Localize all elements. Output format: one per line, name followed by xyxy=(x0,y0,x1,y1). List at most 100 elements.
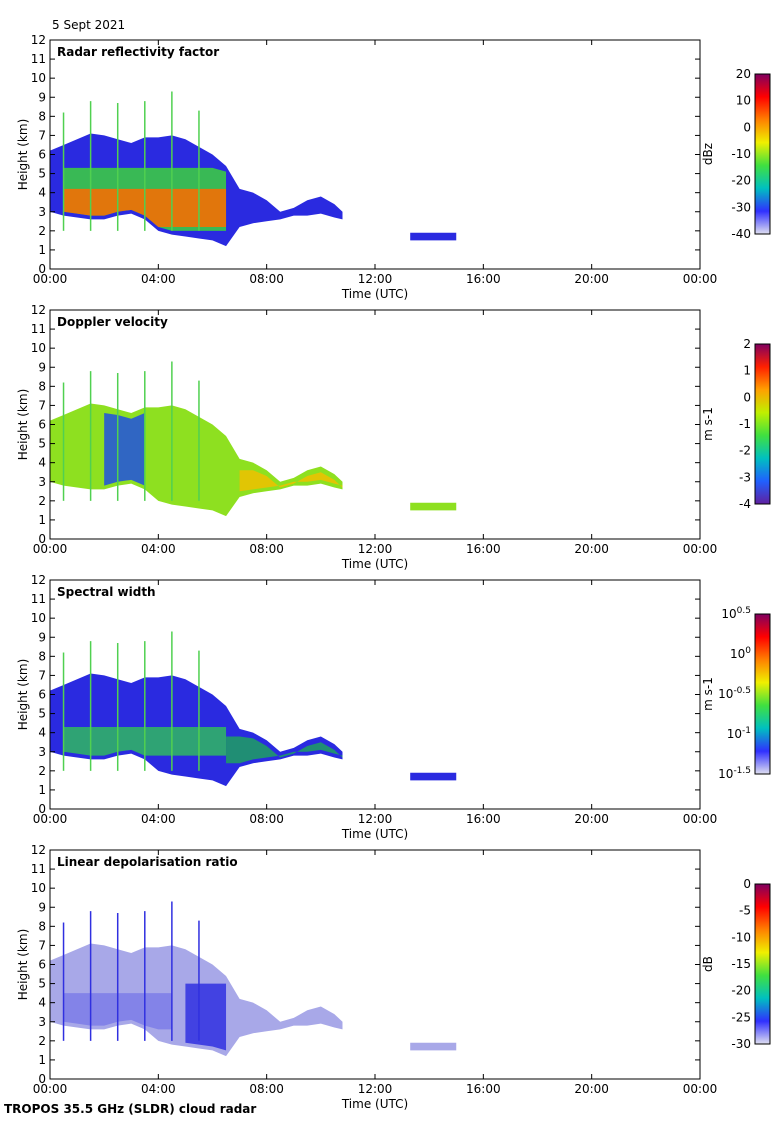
y-tick-label: 2 xyxy=(38,1034,46,1048)
colorbar-tick-label: -20 xyxy=(731,984,751,998)
low-cloud-echo xyxy=(410,232,457,241)
y-tick-label: 12 xyxy=(31,33,46,47)
x-tick-label: 00:00 xyxy=(683,812,718,826)
x-tick-label: 00:00 xyxy=(683,272,718,286)
y-tick-label: 10 xyxy=(31,71,46,85)
x-tick-label: 08:00 xyxy=(249,542,284,556)
y-tick-label: 11 xyxy=(31,52,46,66)
y-tick-label: 1 xyxy=(38,243,46,257)
colorbar-tick-label: 10-1.5 xyxy=(718,766,751,781)
y-tick-label: 1 xyxy=(38,783,46,797)
y-tick-label: 0 xyxy=(38,802,46,816)
x-tick-label: 16:00 xyxy=(466,542,501,556)
y-tick-label: 7 xyxy=(38,128,46,142)
y-tick-label: 4 xyxy=(38,726,46,740)
y-tick-label: 12 xyxy=(31,573,46,587)
y-axis-label: Height (km) xyxy=(16,389,30,460)
y-tick-label: 9 xyxy=(38,900,46,914)
colorbar xyxy=(754,613,771,775)
x-tick-label: 00:00 xyxy=(33,812,68,826)
x-axis-label: Time (UTC) xyxy=(341,557,408,571)
panel-title: Linear depolarisation ratio xyxy=(57,855,238,869)
y-axis-label: Height (km) xyxy=(16,659,30,730)
x-tick-label: 20:00 xyxy=(574,542,609,556)
x-tick-label: 20:00 xyxy=(574,272,609,286)
y-tick-label: 0 xyxy=(38,532,46,546)
x-tick-label: 08:00 xyxy=(249,812,284,826)
y-tick-label: 7 xyxy=(38,398,46,412)
colorbar-tick-label: 0 xyxy=(743,390,751,404)
x-tick-label: 20:00 xyxy=(574,1082,609,1096)
colorbar-tick-label: -15 xyxy=(731,957,751,971)
colorbar xyxy=(754,883,771,1045)
echo-core xyxy=(185,983,227,1051)
y-tick-label: 2 xyxy=(38,494,46,508)
y-tick-label: 8 xyxy=(38,109,46,123)
colorbar-tick-label: -20 xyxy=(731,174,751,188)
x-tick-label: 04:00 xyxy=(141,542,176,556)
colorbar-tick-label: -10 xyxy=(731,930,751,944)
x-axis-label: Time (UTC) xyxy=(341,827,408,841)
y-tick-label: 2 xyxy=(38,764,46,778)
x-tick-label: 12:00 xyxy=(358,272,393,286)
panel-title: Spectral width xyxy=(57,585,156,599)
echo-band xyxy=(239,470,343,492)
y-tick-label: 2 xyxy=(38,224,46,238)
x-tick-label: 04:00 xyxy=(141,272,176,286)
x-tick-label: 16:00 xyxy=(466,1082,501,1096)
y-tick-label: 4 xyxy=(38,186,46,200)
colorbar-tick-label: -5 xyxy=(739,904,751,918)
y-tick-label: 8 xyxy=(38,649,46,663)
x-tick-label: 12:00 xyxy=(358,542,393,556)
colorbar-tick-label: -10 xyxy=(731,147,751,161)
colorbar-tick-label: -3 xyxy=(739,470,751,484)
colorbar-label: dB xyxy=(701,956,715,972)
y-tick-label: 9 xyxy=(38,90,46,104)
y-tick-label: 9 xyxy=(38,360,46,374)
x-tick-label: 00:00 xyxy=(683,1082,718,1096)
y-tick-label: 12 xyxy=(31,303,46,317)
y-tick-label: 7 xyxy=(38,938,46,952)
echo-core xyxy=(226,736,343,764)
y-tick-label: 10 xyxy=(31,611,46,625)
x-axis-label: Time (UTC) xyxy=(341,287,408,301)
y-tick-label: 3 xyxy=(38,475,46,489)
echo-core xyxy=(104,413,145,486)
y-tick-label: 0 xyxy=(38,1072,46,1086)
y-tick-label: 8 xyxy=(38,919,46,933)
x-tick-label: 04:00 xyxy=(141,812,176,826)
y-tick-label: 6 xyxy=(38,688,46,702)
y-tick-label: 5 xyxy=(38,437,46,451)
colorbar-label: m s-1 xyxy=(701,677,715,711)
panel-title: Doppler velocity xyxy=(57,315,168,329)
y-tick-label: 8 xyxy=(38,379,46,393)
y-tick-label: 1 xyxy=(38,1053,46,1067)
colorbar-tick-label: -30 xyxy=(731,1037,751,1051)
footer-label: TROPOS 35.5 GHz (SLDR) cloud radar xyxy=(4,1102,257,1116)
x-tick-label: 16:00 xyxy=(466,272,501,286)
colorbar-tick-label: 1 xyxy=(743,364,751,378)
y-tick-label: 3 xyxy=(38,205,46,219)
y-tick-label: 11 xyxy=(31,862,46,876)
colorbar-label: dBz xyxy=(701,143,715,165)
y-tick-label: 11 xyxy=(31,322,46,336)
y-tick-label: 10 xyxy=(31,881,46,895)
y-tick-label: 4 xyxy=(38,456,46,470)
y-tick-label: 3 xyxy=(38,745,46,759)
y-axis-label: Height (km) xyxy=(16,929,30,1000)
colorbar xyxy=(754,343,771,505)
x-tick-label: 16:00 xyxy=(466,812,501,826)
colorbar-tick-label: 2 xyxy=(743,337,751,351)
low-cloud-echo xyxy=(410,1042,457,1051)
y-tick-label: 6 xyxy=(38,958,46,972)
colorbar-tick-label: -30 xyxy=(731,200,751,214)
low-cloud-echo xyxy=(410,502,457,511)
colorbar-tick-label: -1 xyxy=(739,417,751,431)
y-tick-label: 12 xyxy=(31,843,46,857)
y-axis-label: Height (km) xyxy=(16,119,30,190)
colorbar-tick-label: 10 xyxy=(736,94,751,108)
